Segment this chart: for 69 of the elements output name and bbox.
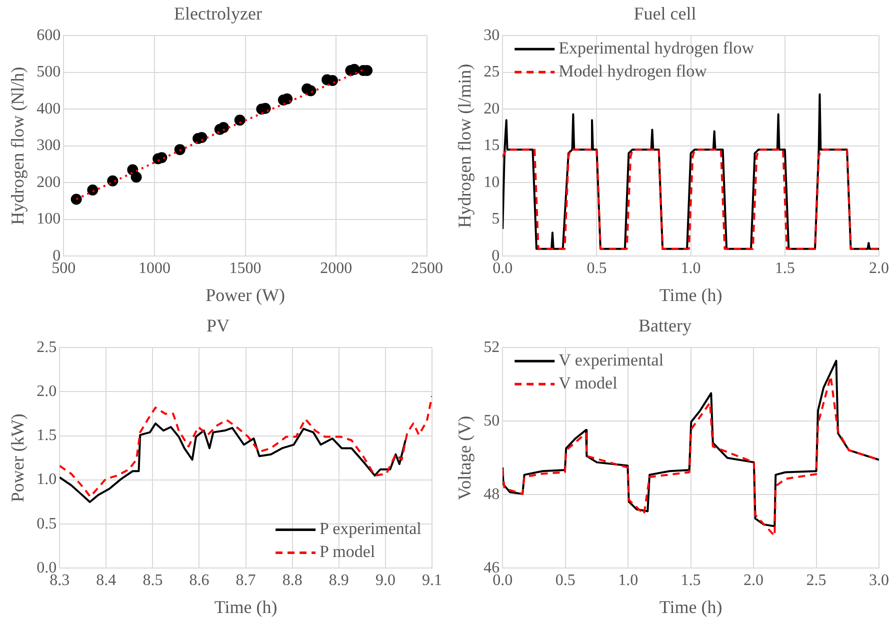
point (218, 122, 229, 134)
x-tick-label: 500 (52, 260, 76, 278)
y-axis-title: Hydrogen flow (Nl/h) (8, 66, 28, 225)
legend-label: P model (320, 542, 376, 562)
y-tick-label: 500 (36, 64, 61, 81)
y-tick-label: 2.5 (36, 338, 57, 356)
y-tick-label: 30 (484, 26, 500, 44)
y-tick-label: 25 (484, 64, 500, 81)
x-tick-label: 8.3 (50, 572, 70, 590)
x-tick-label: 1000 (138, 260, 170, 278)
x-tick-label: 1500 (229, 260, 262, 278)
x-axis-title: Time (h) (659, 596, 722, 617)
y-tick-label: 48 (484, 486, 500, 503)
x-tick-label: 1.0 (618, 572, 638, 590)
y-tick-label: 2.0 (36, 382, 57, 400)
x-tick-label: 2.5 (806, 572, 826, 590)
chart-title: PV (206, 316, 230, 336)
x-tick-label: 0.5 (555, 572, 576, 590)
legend-label: Experimental hydrogen flow (558, 38, 755, 58)
chart-title: Fuel cell (634, 4, 696, 24)
x-tick-label: 2.0 (869, 260, 889, 278)
y-tick-label: 200 (36, 174, 61, 191)
legend-label: V model (558, 374, 618, 393)
x-tick-label: 8.4 (96, 572, 116, 590)
y-tick-label: 0.5 (36, 515, 57, 532)
x-tick-label: 1.5 (680, 572, 701, 590)
x-axis-title: Power (W) (206, 284, 286, 305)
x-tick-label: 8.5 (142, 572, 163, 590)
x-tick-label: 1.0 (680, 260, 701, 278)
y-axis-title: Voltage (V) (454, 416, 475, 500)
x-tick-label: 8.7 (236, 572, 256, 590)
y-tick-label: 1.5 (36, 427, 57, 444)
y-tick-label: 15 (484, 137, 500, 154)
x-tick-label: 2000 (320, 260, 352, 278)
y-tick-label: 20 (484, 100, 500, 118)
legend-label: Model hydrogen flow (558, 62, 708, 81)
x-axis-title: Time (h) (659, 284, 722, 305)
x-tick-label: 8.9 (328, 572, 349, 590)
x-tick-label: 1.5 (774, 260, 795, 278)
x-tick-label: 8.6 (189, 572, 210, 590)
x-tick-label: 9.1 (422, 572, 442, 590)
y-tick-label: 5 (492, 210, 500, 228)
y-tick-label: 600 (36, 26, 61, 44)
point (130, 172, 142, 183)
y-axis-title: Power (kW) (8, 414, 28, 502)
legend-label: V experimental (558, 350, 664, 370)
x-tick-label: 3.0 (869, 572, 889, 590)
chart-title: Electrolyzer (174, 4, 262, 24)
y-tick-label: 100 (36, 210, 61, 228)
point (87, 184, 98, 196)
point (174, 144, 186, 156)
x-tick-label: 9.0 (375, 572, 396, 590)
x-tick-label: 8.8 (282, 572, 302, 590)
y-axis-title: Hydrogen flow (l/min) (454, 64, 475, 228)
y-tick-label: 1.0 (36, 471, 57, 488)
point (234, 114, 246, 126)
legend-label: P experimental (320, 519, 422, 538)
point (70, 194, 82, 205)
y-tick-label: 52 (484, 338, 500, 356)
x-tick-label: 2.0 (744, 572, 764, 590)
line-series (60, 395, 432, 498)
y-tick-label: 10 (484, 174, 500, 191)
x-tick-label: 0.5 (586, 260, 607, 278)
chart-title: Battery (638, 316, 692, 336)
y-tick-label: 400 (36, 100, 61, 118)
y-tick-label: 50 (484, 412, 500, 430)
x-tick-label: 2500 (411, 260, 443, 278)
x-axis-title: Time (h) (214, 596, 278, 617)
y-tick-label: 300 (36, 137, 61, 154)
